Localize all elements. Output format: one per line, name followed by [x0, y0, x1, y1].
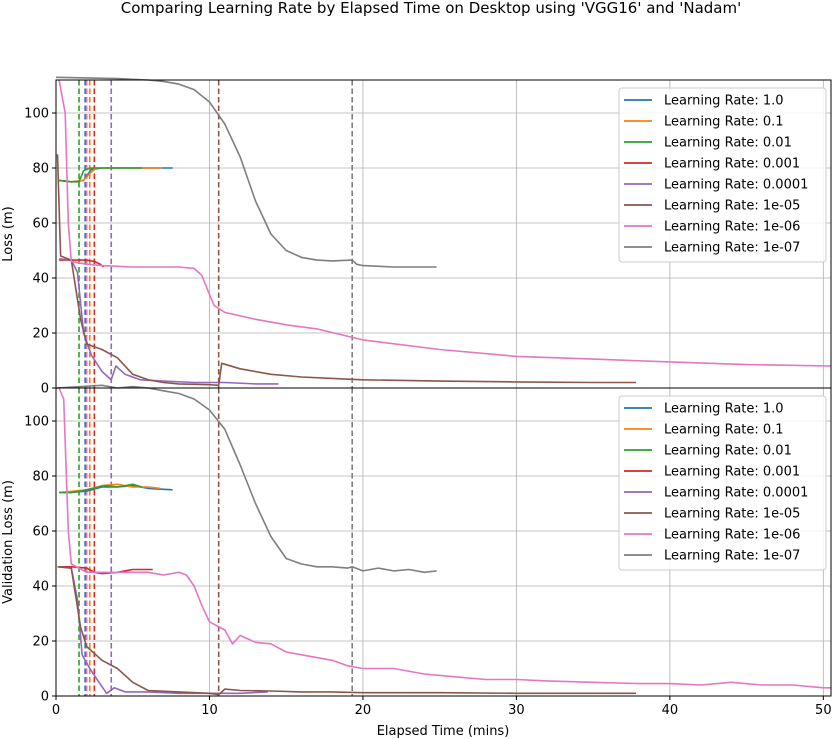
x-tick-label: 10: [201, 703, 218, 718]
legend-label: Learning Rate: 1.0: [664, 94, 784, 109]
y-tick-label: 100: [24, 107, 49, 122]
y-ticks-loss: 0 20 40 60 80 100: [24, 107, 56, 397]
y-tick-label: 80: [32, 162, 49, 177]
x-tick-label: 20: [355, 703, 372, 718]
legend-label: Learning Rate: 0.01: [664, 136, 792, 151]
series-line-loss-2: [59, 167, 142, 183]
legend-label: Learning Rate: 1e-05: [664, 507, 800, 522]
legend-frame: [618, 87, 827, 263]
legend-frame: [618, 395, 827, 571]
legend-label: Learning Rate: 0.01: [664, 444, 792, 459]
series-line-validation-loss-5: [57, 566, 637, 696]
legend-label: Learning Rate: 0.0001: [664, 486, 808, 501]
legend-label: Learning Rate: 1e-06: [664, 528, 800, 543]
x-ticks: 0 10 20 30 40 50: [52, 696, 832, 718]
legend-label: Learning Rate: 1.0: [664, 402, 784, 417]
subplot-validation-loss: 0 20 40 60 80 100 Validation Loss (m) Learnin…: [1, 384, 832, 705]
legend-label: Learning Rate: 1e-07: [664, 241, 800, 256]
subplot-loss: 0 20 40 60 80 100 Loss (m) Learning Rate: 1.0…: [1, 76, 832, 397]
y-tick-label: 20: [32, 327, 49, 342]
x-tick-label: 30: [508, 703, 525, 718]
series-lines-validation-loss: [55, 384, 831, 696]
legend-label: Learning Rate: 0.1: [664, 423, 784, 438]
y-tick-label: 100: [24, 415, 49, 430]
legend-label: Learning Rate: 0.001: [664, 465, 800, 480]
series-line-loss-4: [59, 258, 279, 385]
series-line-loss-7: [55, 76, 437, 268]
legend-label: Learning Rate: 0.0001: [664, 178, 808, 193]
series-line-validation-loss-2: [59, 483, 143, 494]
y-tick-label: 60: [32, 525, 49, 540]
legend-label: Learning Rate: 1e-06: [664, 220, 800, 235]
x-tick-label: 40: [662, 703, 679, 718]
y-axis-label-loss: Loss (m): [1, 206, 16, 261]
series-line-validation-loss-1: [59, 483, 161, 494]
x-tick-label: 0: [52, 703, 60, 718]
series-line-validation-loss-6: [58, 387, 831, 689]
series-line-loss-5: [56, 154, 637, 387]
y-tick-label: 80: [32, 470, 49, 485]
y-tick-label: 40: [32, 580, 49, 595]
y-tick-label: 60: [32, 217, 49, 232]
y-tick-label: 0: [41, 690, 49, 705]
y-tick-label: 0: [41, 382, 49, 397]
y-tick-label: 40: [32, 272, 49, 287]
legend-label: Learning Rate: 1e-07: [664, 549, 800, 564]
y-axis-label-validation-loss: Validation Loss (m): [1, 480, 16, 604]
legend-label: Learning Rate: 0.001: [664, 157, 800, 172]
x-tick-label: 50: [815, 703, 832, 718]
x-axis-label: Elapsed Time (mins): [377, 724, 510, 739]
y-tick-label: 20: [32, 635, 49, 650]
series-line-loss-6: [58, 79, 832, 367]
legend-validation-loss: Learning Rate: 1.0 Learning Rate: 0.1 Lear…: [618, 395, 827, 571]
chart-title: Comparing Learning Rate by Elapsed Time …: [121, 0, 741, 17]
legend-label: Learning Rate: 1e-05: [664, 199, 800, 214]
y-ticks-validation-loss: 0 20 40 60 80 100: [24, 415, 56, 705]
legend-label: Learning Rate: 0.1: [664, 115, 784, 130]
legend-loss: Learning Rate: 1.0 Learning Rate: 0.1 Lear…: [618, 87, 827, 263]
series-lines-loss: [55, 76, 832, 387]
